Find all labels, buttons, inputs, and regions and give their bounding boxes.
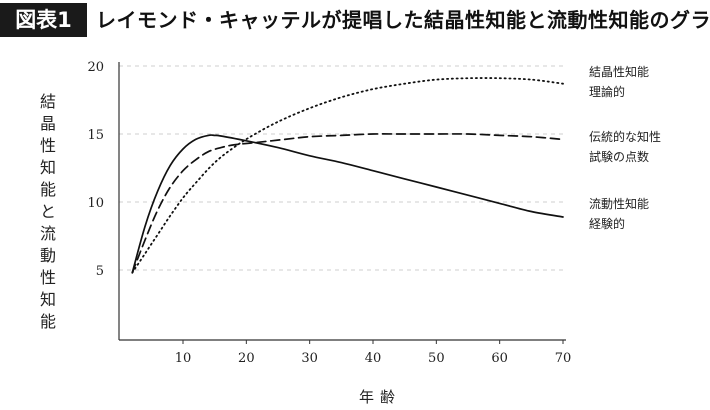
series-line-solid (131, 134, 564, 274)
y-axis-label-char: 動 (40, 246, 56, 265)
series-label-line: 伝統的な知性 (589, 129, 661, 144)
x-axis-label-group: 年齢 (359, 388, 401, 406)
x-tick-label: 30 (301, 351, 318, 366)
series-label-line: 流動性知能 (589, 197, 649, 211)
series-label-line: 理論的 (589, 84, 625, 99)
x-axis-label: 年齢 (359, 388, 401, 406)
series-label-line: 試験の点数 (589, 149, 649, 164)
y-axis-label-char: 流 (40, 224, 56, 243)
figure-title: レイモンド・キャッテルが提唱した結晶性知能と流動性知能のグラフ (96, 8, 710, 32)
y-tick-label: 10 (87, 196, 104, 211)
series-line-dotted (131, 77, 564, 274)
x-tick-label: 20 (238, 351, 255, 366)
y-axis-label-char: 知 (40, 158, 56, 177)
figure-header: 図表1 レイモンド・キャッテルが提唱した結晶性知能と流動性知能のグラフ (0, 0, 710, 42)
y-tick-label: 20 (87, 60, 104, 75)
y-axis-label-char: 晶 (40, 114, 56, 133)
series-label-line: 経験的 (589, 216, 625, 231)
series-line-dashed (131, 133, 564, 274)
x-tick-label: 60 (491, 351, 508, 366)
x-tick-labels: 10 20 30 40 50 60 70 (175, 340, 572, 366)
y-tick-label: 15 (87, 128, 104, 143)
y-tick-label: 5 (96, 264, 104, 279)
y-axis-label: 結晶性知能と流動性知能 (40, 92, 56, 331)
series-lines (131, 77, 564, 274)
y-axis-label-char: 結 (40, 92, 56, 111)
x-tick-label: 70 (555, 351, 572, 366)
y-tick-labels: 5 10 15 20 (87, 60, 104, 279)
figure-number-badge: 図表1 (0, 3, 87, 37)
y-axis-label-char: 知 (40, 290, 56, 309)
x-tick-label: 40 (365, 351, 382, 366)
gridlines (119, 65, 566, 271)
axes (118, 62, 566, 341)
y-axis-label-char: 性 (40, 136, 56, 155)
y-axis-label-char: 性 (40, 268, 56, 287)
y-axis-label-char: と (40, 202, 56, 221)
y-axis-label-char: 能 (40, 312, 56, 331)
series-label-line: 結晶性知能 (589, 65, 649, 79)
x-tick-label: 50 (428, 351, 445, 366)
y-axis-label-char: 能 (40, 180, 56, 199)
x-tick-label: 10 (175, 351, 192, 366)
